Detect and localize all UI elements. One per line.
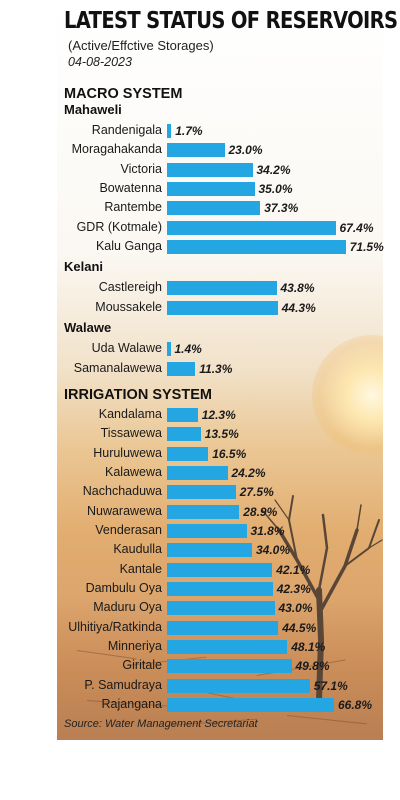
source-note: Source: Water Management Secretariat — [64, 718, 258, 730]
bar — [167, 361, 196, 376]
value-label: 24.2% — [231, 465, 266, 480]
category-label: Minneriya — [107, 639, 162, 654]
value-label: 66.8% — [338, 698, 373, 713]
bar — [167, 162, 253, 177]
group-header: Walawe — [64, 320, 112, 336]
category-label: Bowatenna — [99, 181, 162, 196]
value-label: 28.9% — [243, 504, 278, 519]
value-label: 48.1% — [291, 640, 326, 655]
bar — [167, 582, 273, 596]
value-label: 71.5% — [349, 240, 384, 255]
value-label: 44.3% — [281, 300, 316, 315]
bar — [167, 281, 277, 296]
category-label: Kalawewa — [105, 464, 162, 479]
bar — [167, 485, 236, 500]
value-label: 37.3% — [264, 201, 299, 216]
value-label: 11.3% — [199, 361, 233, 376]
category-label: Rantembe — [104, 200, 162, 215]
bar — [167, 698, 334, 713]
category-label: P. Samudraya — [84, 677, 162, 692]
category-label: Moussakele — [95, 299, 162, 314]
chart-subtitle: (Active/Effctive Storages) — [68, 38, 214, 53]
bar — [167, 342, 171, 357]
bar — [167, 220, 336, 235]
chart-date: 04-08-2023 — [68, 55, 132, 69]
bar — [167, 143, 225, 158]
value-label: 34.2% — [256, 162, 291, 177]
category-label: Kandalama — [98, 406, 162, 421]
group-header: Mahaweli — [64, 102, 122, 117]
bar — [167, 620, 279, 635]
category-label: Nachchaduwa — [82, 484, 162, 499]
value-label: 23.0% — [228, 143, 263, 158]
dead-tree-icon — [261, 495, 383, 703]
bar — [167, 124, 172, 138]
value-label: 16.5% — [212, 446, 247, 461]
category-label: Maduru Oya — [93, 600, 162, 615]
category-label: Rajangana — [101, 697, 162, 712]
bar — [167, 427, 201, 442]
value-label: 42.3% — [276, 582, 311, 596]
bar — [167, 659, 292, 674]
bar — [167, 446, 209, 461]
bar — [167, 601, 275, 616]
value-label: 1.7% — [175, 124, 203, 138]
bar — [167, 240, 346, 255]
category-label: Huruluwewa — [93, 445, 162, 460]
bar — [167, 300, 278, 315]
bar — [167, 504, 240, 519]
value-label: 31.8% — [250, 523, 285, 538]
category-label: Kalu Ganga — [95, 239, 162, 254]
section-header: IRRIGATION SYSTEM — [64, 386, 212, 403]
value-label: 43.0% — [278, 601, 313, 616]
value-label: 44.5% — [282, 620, 317, 635]
value-label: 27.5% — [239, 485, 274, 500]
category-label: Victoria — [120, 161, 162, 176]
category-label: Venderasan — [95, 522, 162, 537]
value-label: 34.0% — [256, 543, 291, 558]
category-label: Giritale — [122, 658, 162, 673]
bar — [167, 562, 273, 577]
value-label: 67.4% — [339, 220, 374, 235]
category-label: Kantale — [119, 561, 162, 576]
bar — [167, 678, 310, 693]
section-header: MACRO SYSTEM — [64, 86, 183, 102]
category-label: Tissawewa — [100, 426, 162, 441]
drought-background — [57, 0, 383, 740]
category-label: Nuwarawewa — [86, 503, 162, 518]
category-label: Kaudulla — [113, 542, 162, 557]
chart-title: LATEST STATUS OF RESERVOIRS — [64, 6, 398, 34]
value-label: 12.3% — [201, 407, 236, 422]
bar — [167, 523, 247, 538]
value-label: 13.5% — [204, 427, 239, 442]
category-label: Randenigala — [91, 123, 162, 137]
value-label: 35.0% — [258, 182, 293, 197]
bar — [167, 640, 288, 655]
bar — [167, 182, 255, 197]
category-label: Uda Walawe — [91, 341, 162, 356]
category-label: GDR (Kotmale) — [76, 219, 162, 234]
value-label: 49.8% — [295, 659, 330, 674]
bar — [167, 407, 198, 422]
value-label: 57.1% — [313, 678, 348, 693]
group-header: Kelani — [64, 259, 104, 275]
bar — [167, 201, 261, 216]
category-label: Moragahakanda — [71, 142, 162, 157]
category-label: Ulhitiya/Ratkinda — [68, 619, 162, 634]
value-label: 1.4% — [174, 342, 202, 357]
category-label: Samanalawewa — [73, 360, 162, 375]
bar — [167, 543, 252, 558]
value-label: 42.1% — [276, 562, 311, 577]
category-label: Castlereigh — [98, 280, 162, 295]
value-label: 43.8% — [280, 281, 315, 296]
bar — [167, 465, 228, 480]
category-label: Dambulu Oya — [85, 581, 162, 595]
